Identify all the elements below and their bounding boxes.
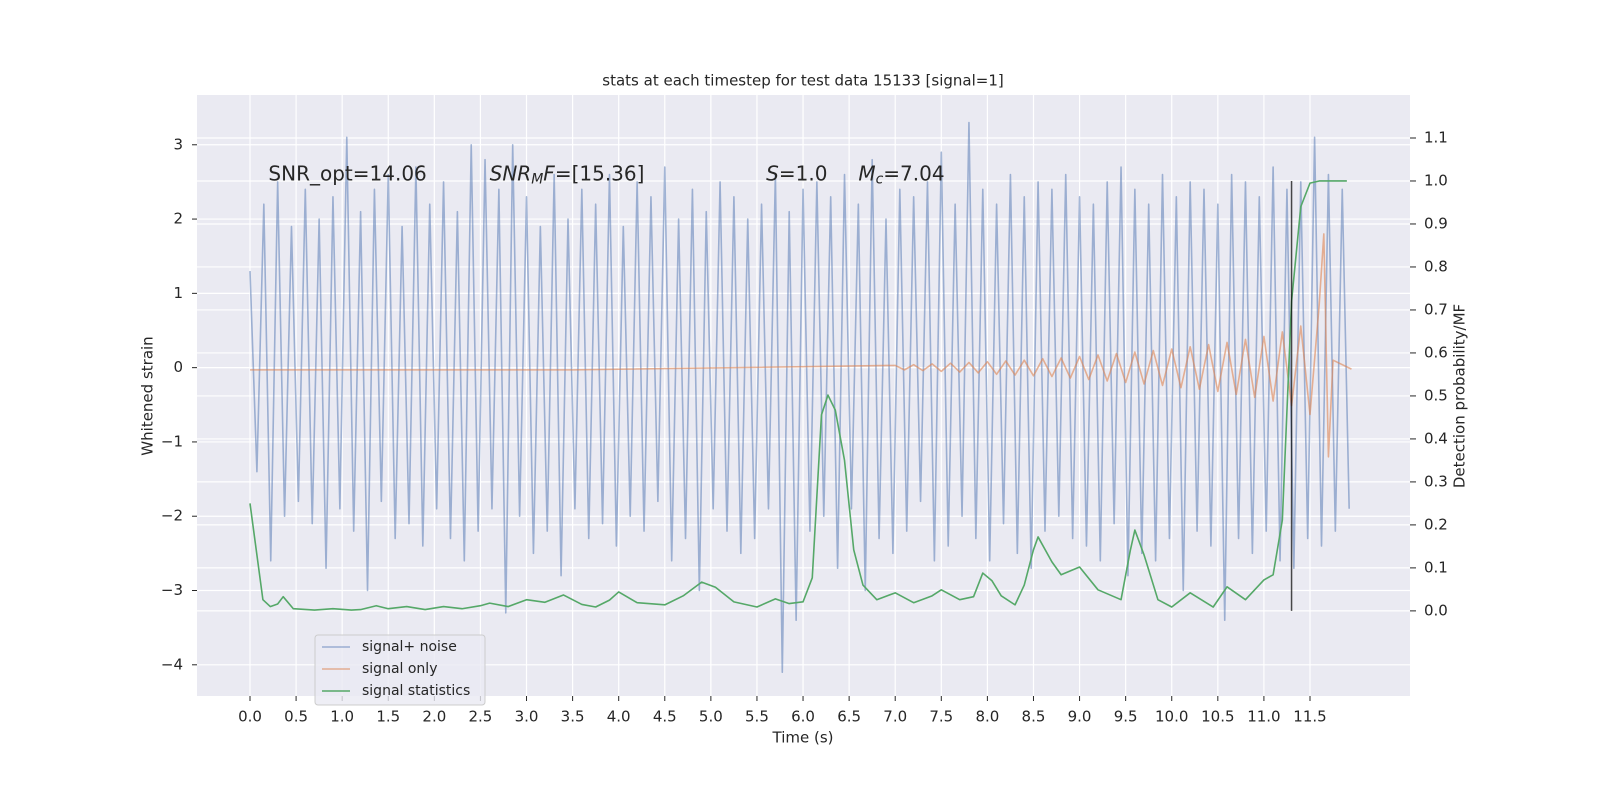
annotation-part: =7.04 — [883, 161, 944, 185]
grid — [197, 95, 1410, 696]
legend-label: signal only — [362, 661, 437, 677]
series-line — [249, 121, 1350, 674]
x-tick-label: 1.5 — [376, 708, 400, 726]
legend-box — [314, 634, 486, 706]
y-tick-label: 0 — [173, 358, 183, 376]
x-tick-label: 5.0 — [699, 708, 723, 726]
annotation-part: SNR — [490, 161, 532, 185]
annotation: SNRMF=[15.36] — [490, 161, 645, 188]
x-tick-label: 6.5 — [837, 708, 861, 726]
x-tick-label: 5.5 — [745, 708, 769, 726]
x-tick-label: 11.5 — [1293, 708, 1326, 726]
x-tick-label: 0.0 — [238, 708, 262, 726]
x-tick-label: 9.0 — [1068, 708, 1092, 726]
y2-tick-label: 0.9 — [1424, 214, 1448, 232]
x-tick-label: 10.5 — [1201, 708, 1234, 726]
y2-tick-label: 0.8 — [1424, 257, 1448, 275]
annotation-part: c — [876, 171, 884, 187]
y2-tick-label: 0.2 — [1424, 515, 1448, 533]
x-tick-label: 1.0 — [330, 708, 354, 726]
y2-tick-label: 0.4 — [1424, 429, 1448, 447]
axes: 0.0 0.5 1.0 1.5 2.0 2.5 3.0 3.5 4.0 4.5 5.0 5.5 6.0 6… — [161, 128, 1448, 725]
y-tick-label: −3 — [161, 581, 183, 599]
annotation: Mc=7.04 — [858, 161, 944, 188]
marks — [249, 121, 1352, 674]
y-tick-label: 1 — [173, 284, 183, 302]
x-tick-label: 3.0 — [515, 708, 539, 726]
y2-tick-label: 0.1 — [1424, 558, 1448, 576]
legend-label: signal statistics — [362, 683, 470, 699]
x-tick-label: 7.0 — [883, 708, 907, 726]
x-tick-label: 4.5 — [653, 708, 677, 726]
x-tick-label: 8.0 — [975, 708, 999, 726]
annotation-part: =[15.36] — [555, 161, 645, 185]
annotation-part: M — [858, 161, 875, 185]
y2-tick-label: 0.6 — [1424, 343, 1448, 361]
x-tick-label: 11.0 — [1247, 708, 1280, 726]
y2-tick-label: 0.0 — [1424, 601, 1448, 619]
annotation: S=1.0 — [766, 161, 827, 185]
y2-axis-label: Detection probability/MF — [1451, 304, 1469, 488]
annotation-part: SNR_opt=14.06 — [268, 161, 426, 185]
series-line — [250, 233, 1352, 458]
legend-label: signal+ noise — [362, 639, 457, 655]
x-tick-label: 7.5 — [929, 708, 953, 726]
y2-tick-label: 1.1 — [1424, 128, 1448, 146]
x-tick-label: 0.5 — [284, 708, 308, 726]
y2-tick-label: 0.7 — [1424, 300, 1448, 318]
y-tick-label: −2 — [161, 507, 183, 525]
legend: signal+ noise signal only signal statistic… — [314, 634, 486, 706]
chart-title: stats at each timestep for test data 151… — [602, 72, 1003, 90]
y-tick-label: −4 — [161, 655, 183, 673]
y2-tick-label: 0.5 — [1424, 386, 1448, 404]
x-tick-label: 2.5 — [469, 708, 493, 726]
x-tick-label: 9.5 — [1114, 708, 1138, 726]
y-tick-label: 2 — [173, 210, 183, 228]
annotation-part: =1.0 — [779, 161, 828, 185]
x-tick-label: 6.0 — [791, 708, 815, 726]
annotation-part: F — [543, 161, 555, 185]
x-tick-label: 10.0 — [1155, 708, 1188, 726]
x-tick-label: 4.0 — [607, 708, 631, 726]
x-tick-label: 2.0 — [422, 708, 446, 726]
y-axis-label: Whitened strain — [139, 336, 157, 455]
annotation-part: M — [531, 171, 543, 187]
x-tick-label: 3.5 — [561, 708, 585, 726]
x-tick-label: 8.5 — [1022, 708, 1046, 726]
y2-tick-label: 0.3 — [1424, 472, 1448, 490]
x-axis-label: Time (s) — [772, 729, 834, 747]
annotation: SNR_opt=14.06 — [268, 161, 426, 185]
y-tick-label: 3 — [173, 135, 183, 153]
y-tick-label: −1 — [161, 432, 183, 450]
series-line — [249, 180, 1347, 611]
y2-tick-label: 1.0 — [1424, 171, 1448, 189]
annotation-part: S — [766, 161, 779, 185]
